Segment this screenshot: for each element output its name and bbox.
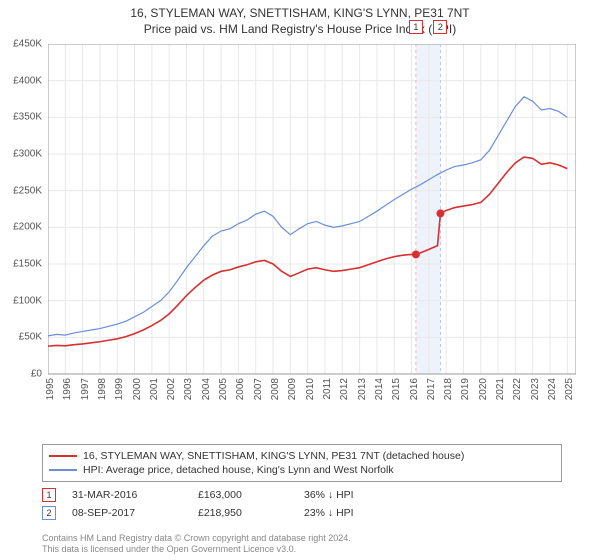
sale-date: 31-MAR-2016 xyxy=(72,489,182,501)
y-axis-label: £250K xyxy=(13,185,42,196)
x-axis-label: 2024 xyxy=(547,378,558,400)
chart-title: 16, STYLEMAN WAY, SNETTISHAM, KING'S LYN… xyxy=(0,0,600,20)
x-axis-label: 1995 xyxy=(45,378,56,400)
legend-row: 16, STYLEMAN WAY, SNETTISHAM, KING'S LYN… xyxy=(49,449,555,463)
sale-row: 2 08-SEP-2017 £218,950 23% ↓ HPI xyxy=(42,504,404,522)
y-axis-label: £450K xyxy=(13,39,42,50)
y-axis-label: £50K xyxy=(19,332,42,343)
chart-area: £0£50K£100K£150K£200K£250K£300K£350K£400… xyxy=(48,44,576,412)
sale-delta: 36% ↓ HPI xyxy=(304,489,404,501)
legend-label: 16, STYLEMAN WAY, SNETTISHAM, KING'S LYN… xyxy=(83,450,464,462)
sale-price: £163,000 xyxy=(198,489,288,501)
legend-label: HPI: Average price, detached house, King… xyxy=(83,464,394,476)
x-axis-label: 2008 xyxy=(270,378,281,400)
footer-line-2: This data is licensed under the Open Gov… xyxy=(42,544,351,556)
y-axis-label: £0 xyxy=(31,369,42,380)
x-axis-label: 2023 xyxy=(530,378,541,400)
x-axis-label: 2010 xyxy=(305,378,316,400)
x-axis-label: 1996 xyxy=(62,378,73,400)
legend-row: HPI: Average price, detached house, King… xyxy=(49,463,555,477)
x-axis-label: 2016 xyxy=(409,378,420,400)
y-axis-label: £150K xyxy=(13,259,42,270)
x-axis-label: 2013 xyxy=(357,378,368,400)
x-axis-label: 2022 xyxy=(512,378,523,400)
x-axis-label: 2002 xyxy=(166,378,177,400)
y-axis-label: £300K xyxy=(13,149,42,160)
x-axis-label: 2015 xyxy=(391,378,402,400)
x-axis-label: 2019 xyxy=(460,378,471,400)
x-axis-label: 2007 xyxy=(253,378,264,400)
sale-marker-1: 1 xyxy=(409,20,423,34)
legend: 16, STYLEMAN WAY, SNETTISHAM, KING'S LYN… xyxy=(42,444,562,482)
x-axis-label: 2000 xyxy=(132,378,143,400)
x-axis-label: 2018 xyxy=(443,378,454,400)
sale-row-marker: 2 xyxy=(42,506,56,520)
x-axis-label: 1998 xyxy=(97,378,108,400)
sale-price: £218,950 xyxy=(198,507,288,519)
sale-date: 08-SEP-2017 xyxy=(72,507,182,519)
y-axis-label: £100K xyxy=(13,295,42,306)
x-axis-label: 2003 xyxy=(183,378,194,400)
x-axis-label: 2011 xyxy=(322,378,333,400)
x-axis-label: 1997 xyxy=(80,378,91,400)
x-axis-label: 2005 xyxy=(218,378,229,400)
x-axis-label: 2017 xyxy=(426,378,437,400)
x-axis-label: 2021 xyxy=(495,378,506,400)
chart-svg xyxy=(48,44,576,412)
y-axis-label: £350K xyxy=(13,112,42,123)
x-axis-label: 2012 xyxy=(339,378,350,400)
y-axis-label: £200K xyxy=(13,222,42,233)
x-axis-label: 2006 xyxy=(235,378,246,400)
sale-row-marker: 1 xyxy=(42,488,56,502)
chart-container: 16, STYLEMAN WAY, SNETTISHAM, KING'S LYN… xyxy=(0,0,600,560)
footer-attribution: Contains HM Land Registry data © Crown c… xyxy=(42,533,351,556)
x-axis-label: 1999 xyxy=(114,378,125,400)
x-axis-label: 2014 xyxy=(374,378,385,400)
legend-swatch xyxy=(49,455,77,457)
chart-subtitle: Price paid vs. HM Land Registry's House … xyxy=(0,20,600,40)
footer-line-1: Contains HM Land Registry data © Crown c… xyxy=(42,533,351,545)
x-axis-label: 2025 xyxy=(564,378,575,400)
sale-delta: 23% ↓ HPI xyxy=(304,507,404,519)
sale-marker-2: 2 xyxy=(433,20,447,34)
x-axis-label: 2009 xyxy=(287,378,298,400)
x-axis-label: 2004 xyxy=(201,378,212,400)
sales-table: 1 31-MAR-2016 £163,000 36% ↓ HPI 2 08-SEP-201… xyxy=(42,486,404,522)
y-axis-label: £400K xyxy=(13,75,42,86)
sale-row: 1 31-MAR-2016 £163,000 36% ↓ HPI xyxy=(42,486,404,504)
legend-swatch xyxy=(49,469,77,471)
x-axis-label: 2001 xyxy=(149,378,160,400)
x-axis-label: 2020 xyxy=(478,378,489,400)
